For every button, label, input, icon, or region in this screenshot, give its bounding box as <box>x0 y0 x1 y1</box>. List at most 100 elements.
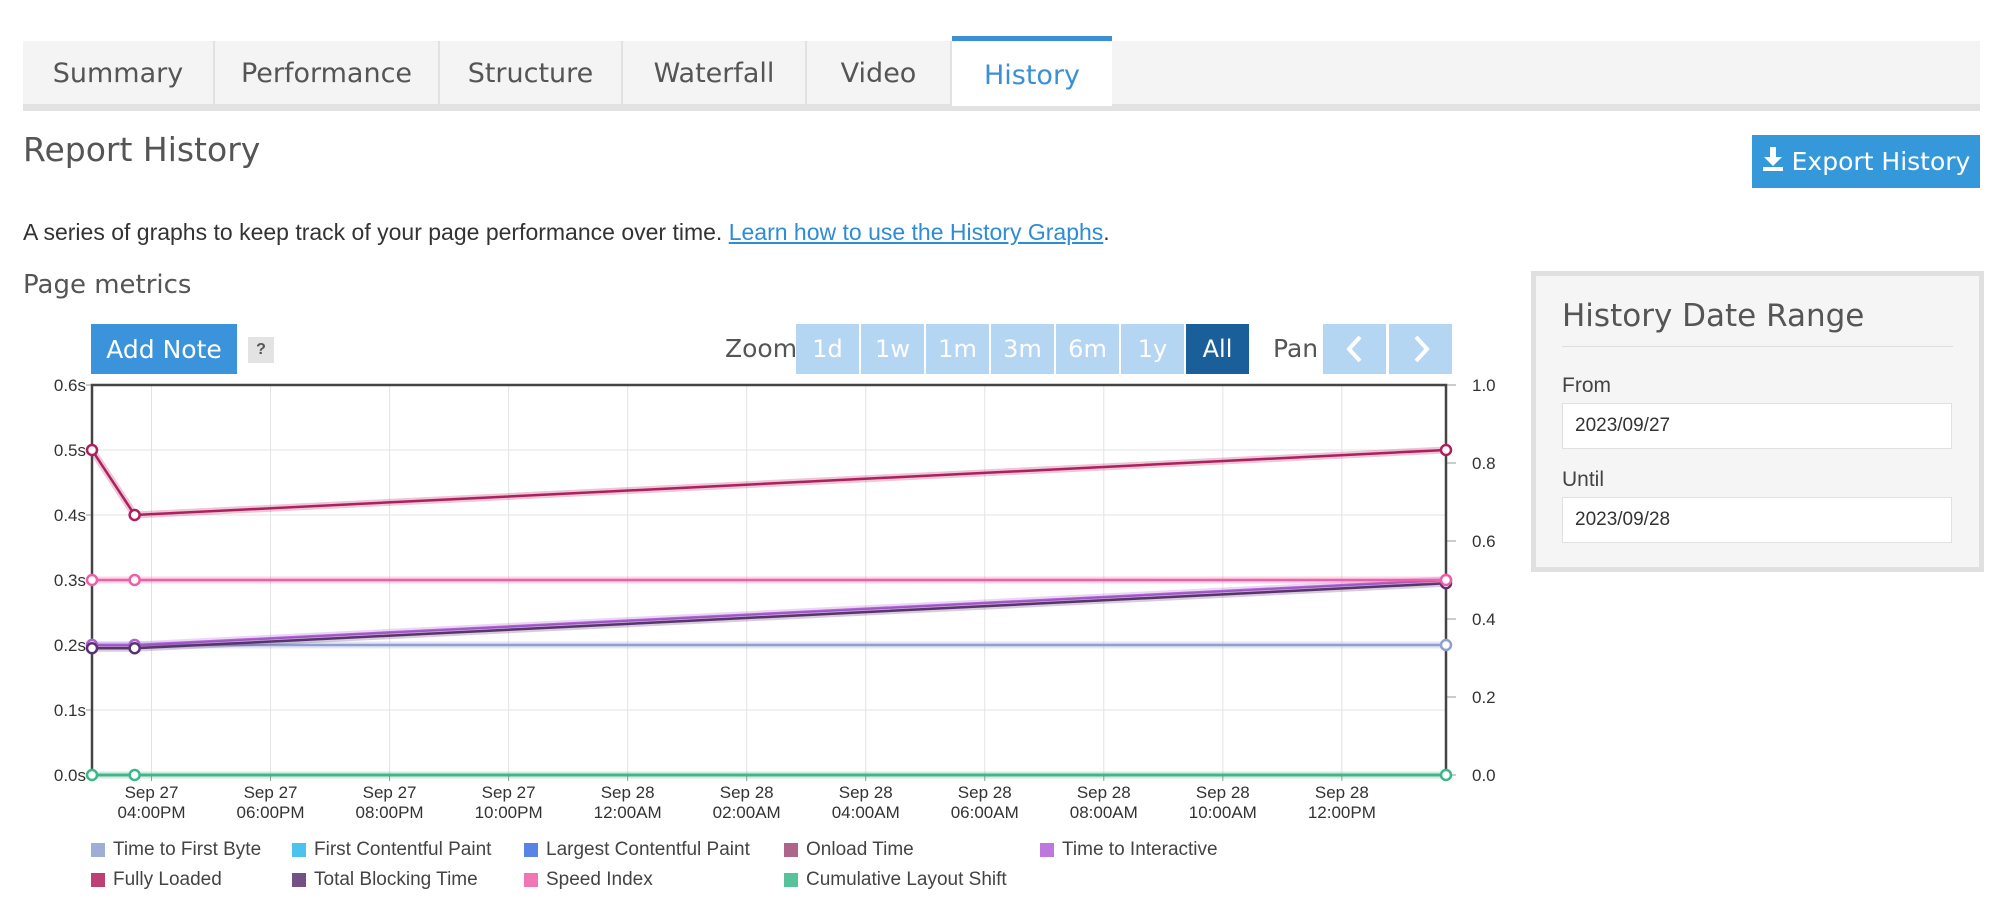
legend-swatch <box>784 843 798 857</box>
x-tick-label-time: 08:00PM <box>356 803 424 822</box>
y-right-tick-label: 1.0 <box>1472 376 1496 395</box>
legend-item-time-to-first-byte[interactable]: Time to First Byte <box>91 839 261 861</box>
y-left-tick-label: 0.5s <box>54 441 86 460</box>
pan-left-button[interactable] <box>1323 324 1386 374</box>
add-note-button[interactable]: Add Note <box>91 324 237 374</box>
x-tick-label-date: Sep 27 <box>482 783 536 802</box>
export-history-button[interactable]: Export History <box>1752 135 1980 188</box>
zoom-1d-button[interactable]: 1d <box>796 324 859 374</box>
legend-label: First Contentful Paint <box>314 839 492 860</box>
legend-swatch <box>91 873 105 887</box>
description-text: A series of graphs to keep track of your… <box>23 219 729 245</box>
zoom-1y-button[interactable]: 1y <box>1121 324 1184 374</box>
pan-label: Pan <box>1273 334 1319 363</box>
legend-label: Cumulative Layout Shift <box>806 869 1007 890</box>
zoom-1w-button[interactable]: 1w <box>861 324 924 374</box>
legend-item-speed-index[interactable]: Speed Index <box>524 869 653 891</box>
x-tick-label-time: 02:00AM <box>713 803 781 822</box>
x-tick-label-date: Sep 28 <box>1196 783 1250 802</box>
tab-summary[interactable]: Summary <box>23 41 215 104</box>
data-point-time-to-first-byte <box>1439 638 1453 652</box>
legend-swatch <box>292 843 306 857</box>
x-tick-label-date: Sep 28 <box>601 783 655 802</box>
page-description: A series of graphs to keep track of your… <box>23 219 1110 246</box>
x-tick-label-time: 06:00PM <box>237 803 305 822</box>
x-tick-label-date: Sep 27 <box>125 783 179 802</box>
y-right-tick-label: 0.4 <box>1472 610 1496 629</box>
data-point-cumulative-layout-shift <box>128 768 141 782</box>
page-title: Report History <box>23 130 261 169</box>
date-range-title: History Date Range <box>1562 298 1865 334</box>
legend-item-fully-loaded[interactable]: Fully Loaded <box>91 869 222 891</box>
data-point-speed-index <box>128 573 141 587</box>
tab-structure[interactable]: Structure <box>440 41 623 104</box>
zoom-label: Zoom <box>725 334 798 363</box>
zoom-3m-button[interactable]: 3m <box>991 324 1054 374</box>
history-graphs-help-link[interactable]: Learn how to use the History Graphs <box>728 219 1104 245</box>
legend-swatch <box>784 873 798 887</box>
history-date-range-panel: History Date Range From Until <box>1531 271 1984 572</box>
x-tick-label-time: 10:00PM <box>475 803 543 822</box>
download-icon <box>1762 146 1784 177</box>
until-date-input[interactable] <box>1562 497 1952 543</box>
x-tick-label-date: Sep 28 <box>1315 783 1369 802</box>
data-point-cumulative-layout-shift <box>1439 768 1453 782</box>
legend-item-onload-time[interactable]: Onload Time <box>784 839 914 861</box>
y-left-tick-label: 0.2s <box>54 636 86 655</box>
tab-performance[interactable]: Performance <box>215 41 440 104</box>
legend-swatch <box>292 873 306 887</box>
legend-label: Total Blocking Time <box>314 869 478 890</box>
data-point-fully-loaded <box>1439 443 1453 457</box>
legend-swatch <box>91 843 105 857</box>
legend-swatch <box>524 873 538 887</box>
y-left-tick-label: 0.3s <box>54 571 86 590</box>
legend-item-first-contentful-paint[interactable]: First Contentful Paint <box>292 839 491 861</box>
tab-video[interactable]: Video <box>807 41 952 104</box>
y-right-tick-label: 0.6 <box>1472 532 1496 551</box>
x-tick-label-time: 10:00AM <box>1189 803 1257 822</box>
legend-item-time-to-interactive[interactable]: Time to Interactive <box>1040 839 1218 861</box>
y-left-tick-label: 0.1s <box>54 701 86 720</box>
pan-right-button[interactable] <box>1389 324 1452 374</box>
legend-label: Largest Contentful Paint <box>546 839 750 860</box>
x-tick-label-date: Sep 28 <box>839 783 893 802</box>
x-tick-label-time: 06:00AM <box>951 803 1019 822</box>
x-tick-label-date: Sep 28 <box>1077 783 1131 802</box>
y-right-tick-label: 0.0 <box>1472 766 1496 785</box>
legend-item-cumulative-layout-shift[interactable]: Cumulative Layout Shift <box>784 869 1007 891</box>
from-label: From <box>1562 374 1611 397</box>
legend-label: Speed Index <box>546 869 653 890</box>
legend-item-largest-contentful-paint[interactable]: Largest Contentful Paint <box>524 839 750 861</box>
y-left-tick-label: 0.0s <box>54 766 86 785</box>
data-point-total-blocking-time <box>128 642 141 655</box>
legend-label: Onload Time <box>806 839 914 860</box>
legend-swatch <box>1040 843 1054 857</box>
y-left-tick-label: 0.4s <box>54 506 86 525</box>
data-point-fully-loaded <box>85 443 99 457</box>
until-label: Until <box>1562 468 1605 491</box>
from-date-input[interactable] <box>1562 403 1952 449</box>
x-tick-label-time: 12:00AM <box>594 803 662 822</box>
x-tick-label-time: 08:00AM <box>1070 803 1138 822</box>
data-point-speed-index <box>1439 573 1453 587</box>
data-point-speed-index <box>85 573 99 587</box>
zoom-1m-button[interactable]: 1m <box>926 324 989 374</box>
legend-label: Fully Loaded <box>113 869 222 890</box>
legend-item-total-blocking-time[interactable]: Total Blocking Time <box>292 869 478 891</box>
y-right-tick-label: 0.2 <box>1472 688 1496 707</box>
legend-label: Time to Interactive <box>1062 839 1218 860</box>
tab-history[interactable]: History <box>952 36 1112 106</box>
zoom-all-button[interactable]: All <box>1186 324 1249 374</box>
legend-label: Time to First Byte <box>113 839 262 860</box>
tab-waterfall[interactable]: Waterfall <box>623 41 807 104</box>
zoom-6m-button[interactable]: 6m <box>1056 324 1119 374</box>
data-point-cumulative-layout-shift <box>85 768 99 782</box>
x-tick-label-date: Sep 27 <box>244 783 298 802</box>
help-button[interactable]: ? <box>248 337 274 363</box>
date-range-divider <box>1562 346 1953 347</box>
report-tabs: Summary Performance Structure Waterfall … <box>23 36 1980 111</box>
description-suffix: . <box>1103 219 1110 245</box>
x-tick-label-time: 04:00PM <box>117 803 185 822</box>
data-point-fully-loaded <box>128 508 141 522</box>
x-tick-label-date: Sep 28 <box>958 783 1012 802</box>
